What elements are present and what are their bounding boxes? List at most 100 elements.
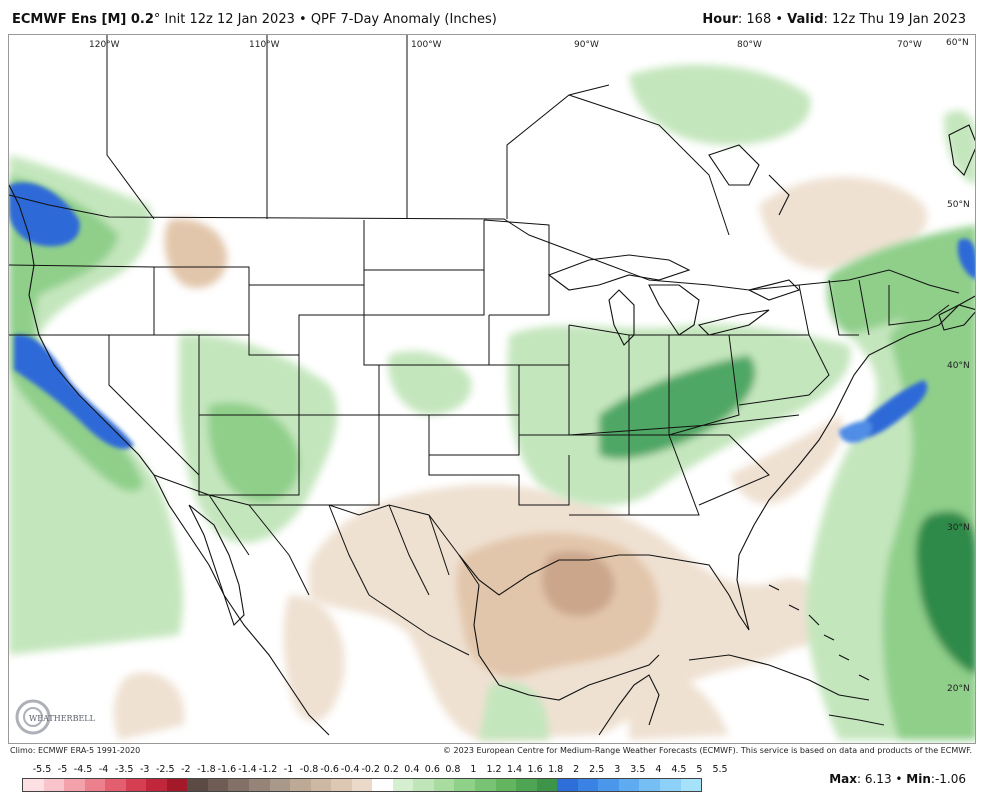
legend-tick-label: -2 bbox=[181, 764, 191, 775]
legend-tick-label: 5 bbox=[696, 764, 703, 775]
product-name: QPF 7-Day Anomaly (Inches) bbox=[310, 12, 497, 27]
degree-sign: ° bbox=[153, 12, 161, 27]
boundaries bbox=[9, 35, 960, 656]
legend-swatch bbox=[680, 779, 702, 791]
climo-credit: Climo: ECMWF ERA-5 1991-2020 bbox=[10, 746, 141, 755]
yucatan bbox=[598, 674, 660, 736]
wet-atlantic-deep bbox=[916, 511, 975, 675]
weatherbell-logo: WEATHERBELL bbox=[15, 699, 96, 735]
legend-swatch bbox=[105, 779, 126, 791]
wet-anomaly-areas bbox=[9, 64, 975, 740]
very-wet-maine bbox=[957, 238, 975, 279]
legend-tick-label: 2.5 bbox=[589, 764, 605, 775]
legend-tick-label: -3 bbox=[139, 764, 150, 775]
legend-swatch bbox=[146, 779, 167, 791]
wet-southwest-core bbox=[208, 402, 300, 503]
gulf-coast bbox=[458, 295, 975, 631]
legend-tick-label: 1.4 bbox=[506, 764, 523, 775]
very-wet-newfoundland bbox=[839, 420, 873, 443]
header-title: ECMWF Ens [M] 0.2° Init 12z 12 Jan 2023 … bbox=[12, 12, 497, 27]
legend-tick-label: 2 bbox=[573, 764, 580, 775]
great-lakes bbox=[547, 254, 801, 346]
legend-tick-label: -1.8 bbox=[197, 764, 216, 775]
wet-gulf-mexico-south bbox=[479, 682, 549, 740]
legend-swatch bbox=[207, 779, 229, 791]
legend-swatch bbox=[64, 779, 85, 791]
legend-tick-label: -5.5 bbox=[32, 764, 52, 775]
legend-tick-label: 1 bbox=[470, 764, 477, 775]
logo-text: WEATHERBELL bbox=[29, 714, 96, 723]
legend-swatch bbox=[351, 779, 373, 791]
legend-tick-label: -0.2 bbox=[361, 764, 380, 775]
legend-swatch bbox=[536, 779, 558, 791]
legend-tick-label: 5.5 bbox=[712, 764, 728, 775]
dry-anomaly-areas bbox=[113, 176, 928, 740]
legend-swatch bbox=[228, 779, 250, 791]
lat-label-50n: 50°N bbox=[947, 200, 970, 210]
legend-tick-label: -1 bbox=[283, 764, 294, 775]
legend-tick-label: 1.2 bbox=[486, 764, 502, 775]
legend-tick-label: -4 bbox=[98, 764, 109, 775]
legend-swatch bbox=[598, 779, 619, 791]
wet-canada-north bbox=[629, 64, 811, 145]
valid-value: : 12z Thu 19 Jan 2023 bbox=[823, 12, 967, 27]
wet-ohio-core bbox=[599, 355, 756, 459]
dry-florida-straits bbox=[749, 591, 821, 649]
canada-provinces bbox=[106, 35, 730, 236]
legend-tick-label: 1.6 bbox=[527, 764, 543, 775]
hour-value: : 168 bbox=[737, 12, 772, 27]
mexico-gulf-coast bbox=[473, 584, 660, 701]
legend-swatch bbox=[454, 779, 476, 791]
legend-swatch bbox=[84, 779, 106, 791]
legend-tick-label: -3.5 bbox=[114, 764, 134, 775]
legend-tick-label: -5 bbox=[57, 764, 68, 775]
hour-label: Hour bbox=[702, 12, 738, 27]
legend-swatch bbox=[166, 779, 188, 791]
legend-tick-label: -0.8 bbox=[299, 764, 319, 775]
us-states-central bbox=[363, 219, 570, 506]
lon-label-90w: 90°W bbox=[574, 40, 599, 50]
legend-swatch bbox=[659, 779, 681, 791]
model-name: ECMWF Ens [M] 0.2 bbox=[12, 12, 154, 27]
legend-tick-label: 0.4 bbox=[404, 764, 420, 775]
legend-tick-label: -2.5 bbox=[155, 764, 175, 775]
legend-tick-label: -0.6 bbox=[320, 764, 339, 775]
legend-swatch bbox=[516, 779, 537, 791]
min-value: :-1.06 bbox=[930, 772, 966, 786]
legend-swatch bbox=[331, 779, 352, 791]
newfoundland bbox=[948, 124, 975, 176]
min-label: Min bbox=[906, 772, 931, 786]
legend-swatch bbox=[577, 779, 599, 791]
legend-swatch bbox=[433, 779, 455, 791]
coastlines bbox=[9, 124, 975, 736]
legend-tick-label: -1.6 bbox=[217, 764, 237, 775]
legend-swatch bbox=[269, 779, 291, 791]
credits-bar: Climo: ECMWF ERA-5 1991-2020 © 2023 Euro… bbox=[8, 746, 976, 758]
lon-label-80w: 80°W bbox=[737, 40, 762, 50]
max-min-separator: • bbox=[891, 772, 907, 786]
color-legend: -5.5 -5 -4.5 -4 -3.5 -3 -2.5 -2 -1.8 -1.6 -1.4 -1.2… bbox=[22, 764, 728, 800]
legend-swatch bbox=[372, 779, 393, 791]
header-valid: Hour: 168 • Valid: 12z Thu 19 Jan 2023 bbox=[702, 12, 966, 27]
dry-gulf-strong bbox=[541, 551, 615, 616]
legend-swatch bbox=[618, 779, 640, 791]
max-value: : 6.13 bbox=[857, 772, 892, 786]
legend-swatch bbox=[310, 779, 332, 791]
mexico-states bbox=[208, 494, 470, 656]
legend-ticks: -5.5 -5 -4.5 -4 -3.5 -3 -2.5 -2 -1.8 -1.6 -1.4 -1.2… bbox=[22, 764, 728, 778]
us-states-east bbox=[568, 324, 830, 516]
legend-swatch bbox=[23, 779, 44, 791]
hudson-bay-islands bbox=[708, 144, 790, 216]
dry-south-pacific bbox=[113, 672, 185, 740]
legend-swatch bbox=[249, 779, 270, 791]
legend-swatch bbox=[125, 779, 147, 791]
hispaniola bbox=[828, 714, 885, 726]
legend-tick-label: 0.2 bbox=[383, 764, 399, 775]
lon-label-110w: 110°W bbox=[249, 40, 280, 50]
lon-label-120w: 120°W bbox=[89, 40, 120, 50]
graticule-labels: 120°W 110°W 100°W 90°W 80°W 70°W 60°N 50… bbox=[89, 38, 970, 694]
logo-swirl-icon bbox=[15, 699, 51, 735]
valid-label: Valid bbox=[787, 12, 824, 27]
legend-tick-label: 3.5 bbox=[630, 764, 646, 775]
legend-swatch bbox=[187, 779, 208, 791]
